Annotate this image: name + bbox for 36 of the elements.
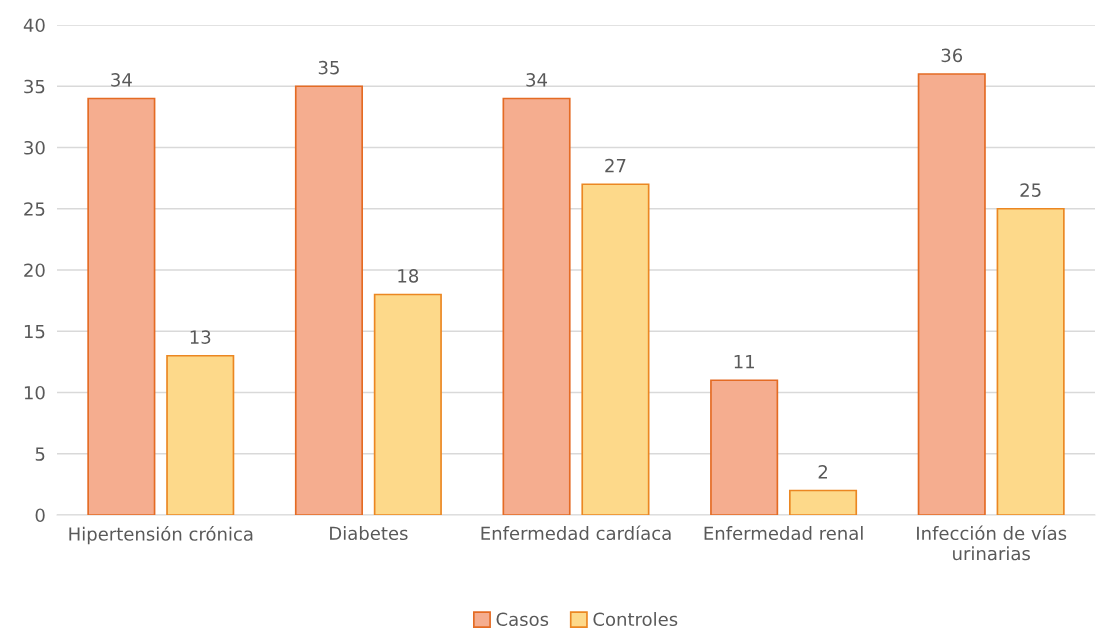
y-tick-label: 30 xyxy=(24,140,45,155)
bar xyxy=(166,354,235,515)
legend-label: Controles xyxy=(593,612,678,627)
y-tick-label: 10 xyxy=(24,385,45,400)
y-tick-label: 40 xyxy=(23,18,45,33)
data-label: 11 xyxy=(734,355,754,369)
y-tick-label: 20 xyxy=(24,263,45,278)
data-label: 18 xyxy=(398,269,419,283)
x-tick-label: Infección de vías urinarias xyxy=(917,525,1067,561)
bar xyxy=(917,73,986,515)
data-label: 27 xyxy=(605,158,626,173)
y-tick-label: 25 xyxy=(24,202,45,216)
y-tick-label: 0 xyxy=(35,508,45,523)
bar xyxy=(373,293,442,515)
y-tick-label: 5 xyxy=(35,447,45,461)
data-label: 34 xyxy=(526,73,548,87)
bar xyxy=(996,207,1065,515)
data-label: 2 xyxy=(818,465,827,479)
data-label: 35 xyxy=(318,60,339,75)
x-tick-label: Enfermedad renal xyxy=(704,526,863,541)
x-tick-label: Diabetes xyxy=(330,526,408,541)
legend-label: Casos xyxy=(496,612,549,627)
data-label: 36 xyxy=(941,48,963,63)
bar xyxy=(581,183,650,515)
bar xyxy=(502,97,571,515)
x-tick-label: Hipertensión crónica xyxy=(69,526,253,545)
x-tick-label: Enfermedad cardíaca xyxy=(481,525,671,541)
bar xyxy=(710,379,779,515)
bar xyxy=(87,97,156,515)
bar xyxy=(294,85,364,515)
y-tick-label: 35 xyxy=(24,79,45,94)
y-tick-label: 15 xyxy=(24,324,45,339)
data-label: 25 xyxy=(1020,183,1041,197)
data-label: 34 xyxy=(111,73,132,87)
bar xyxy=(788,489,858,515)
data-label: 13 xyxy=(190,330,211,344)
